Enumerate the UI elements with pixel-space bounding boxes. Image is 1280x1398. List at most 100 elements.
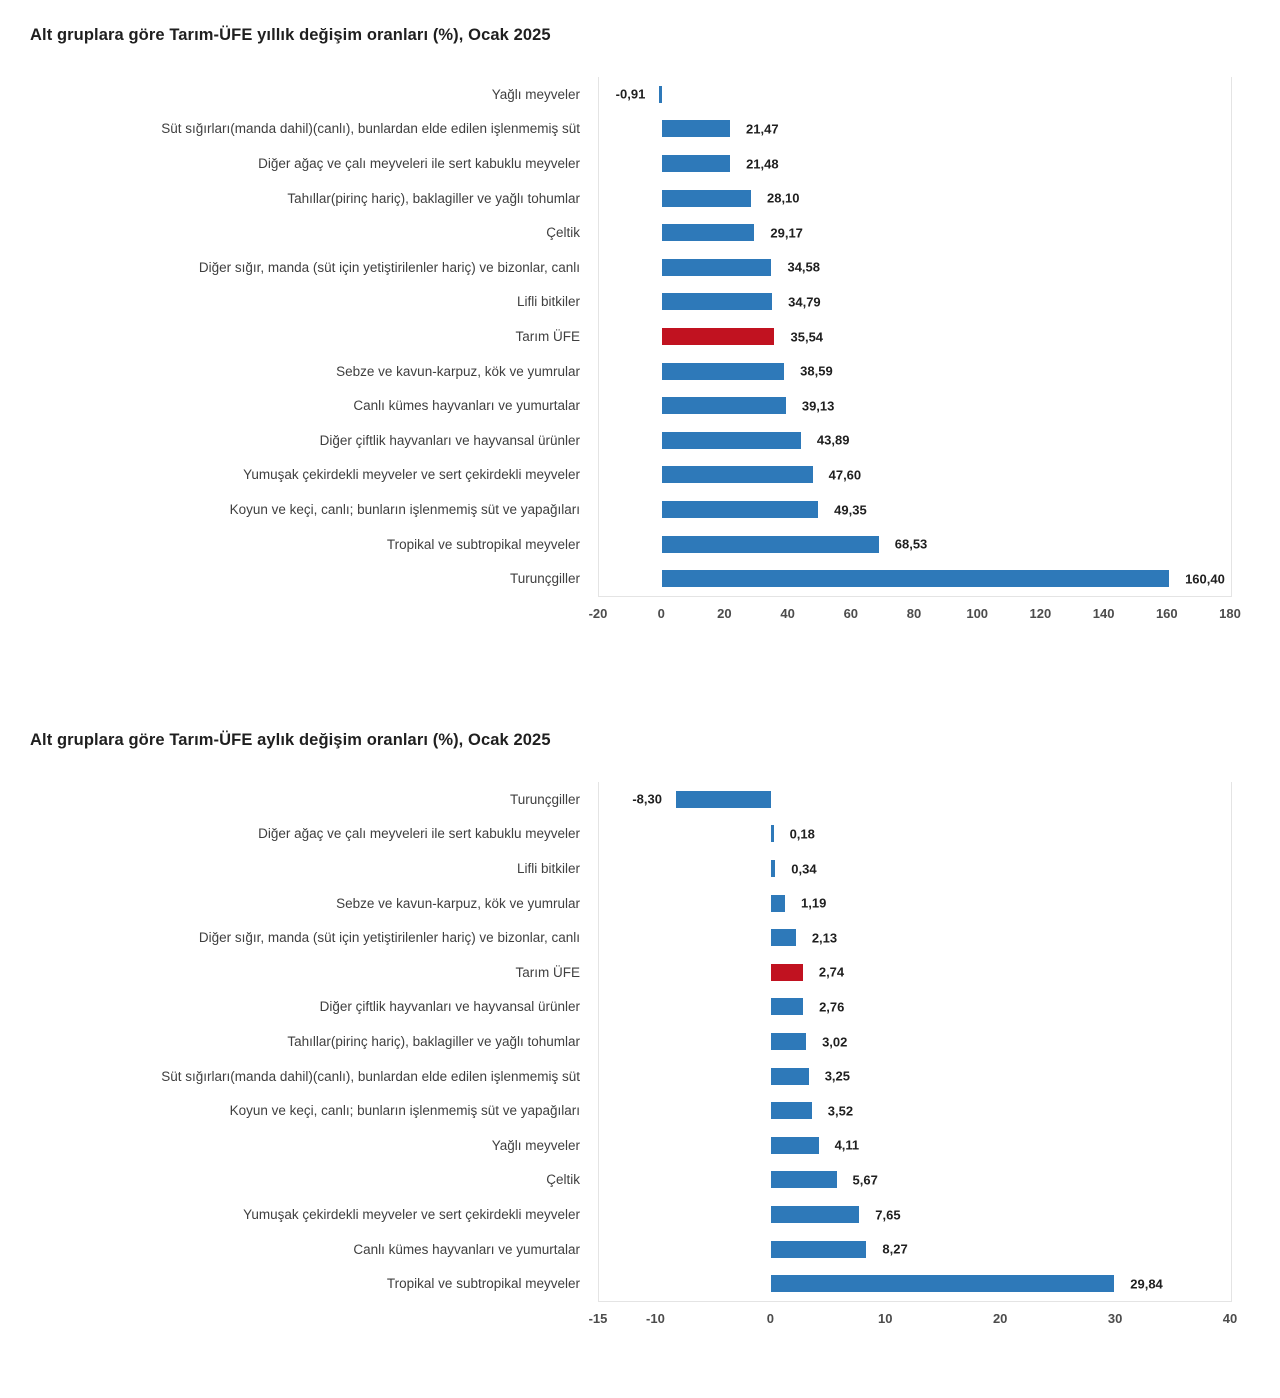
bar (662, 120, 731, 138)
bar (662, 189, 751, 207)
monthly-chart-plot-area: -8,30 0,18 0,34 1,19 2,13 2,74 2,76 3,02 3,25 3,5… (598, 782, 1232, 1302)
x-axis-tick-label: 30 (1107, 1311, 1123, 1326)
annual-chart-axis-row: -20 0 20 40 60 80 100 120 140 160 180 (30, 597, 1250, 631)
value-label: 5,67 (852, 1172, 878, 1188)
bar (771, 929, 796, 947)
bar (659, 85, 663, 103)
monthly-change-chart-section: Alt gruplara göre Tarım-ÜFE aylık değişi… (30, 731, 1250, 1336)
bar (662, 535, 879, 553)
x-axis-tick-label: 20 (992, 1311, 1008, 1326)
monthly-chart-category-labels: Turunçgiller Diğer ağaç ve çalı meyveleri… (30, 782, 598, 1302)
value-label: 38,59 (800, 363, 833, 379)
annual-chart-x-axis: -20 0 20 40 60 80 100 120 140 160 180 (589, 597, 1241, 631)
annual-chart-category-labels: Yağlı meyveler Süt sığırları(manda dahil)… (30, 77, 598, 597)
category-label: Canlı kümes hayvanları ve yumurtalar (353, 1241, 580, 1257)
monthly-chart-title: Alt gruplara göre Tarım-ÜFE aylık değişi… (30, 731, 551, 749)
x-axis-tick-label: 80 (906, 606, 922, 621)
x-axis-tick-label: -15 (588, 1311, 608, 1326)
x-axis-tick-label: 10 (878, 1311, 893, 1326)
category-label: Turunçgiller (509, 791, 580, 807)
bar (771, 860, 776, 877)
value-label: -0,91 (615, 86, 646, 102)
x-axis-tick-label: 0 (657, 606, 665, 621)
category-label: Koyun ve keçi, canlı; bunların işlenmemi… (229, 1103, 580, 1119)
category-label: Yumuşak çekirdekli meyveler ve sert çeki… (243, 467, 580, 483)
category-label: Çeltik (546, 1172, 580, 1188)
category-label: Yumuşak çekirdekli meyveler ve sert çeki… (243, 1206, 580, 1222)
annual-chart-title: Alt gruplara göre Tarım-ÜFE yıllık değiş… (30, 26, 551, 44)
value-label: 2,74 (818, 964, 845, 980)
highlight-bar (771, 963, 803, 981)
monthly-chart-body: Turunçgiller Diğer ağaç ve çalı meyveleri… (30, 782, 1250, 1302)
category-label: Tropikal ve subtropikal meyveler (386, 536, 580, 552)
value-label: 0,18 (789, 826, 815, 842)
value-label: 47,60 (828, 467, 862, 483)
bar (662, 155, 731, 172)
bar (662, 362, 785, 380)
category-label: Lifli bitkiler (516, 294, 580, 310)
bar (771, 1102, 812, 1120)
value-label: 7,65 (875, 1207, 901, 1222)
monthly-chart-axis-row: -15 -10 0 10 20 30 40 (30, 1302, 1250, 1336)
bar (662, 466, 813, 484)
annual-chart-plot-area: -0,91 21,47 21,48 28,10 29,17 34,58 34,79 35,54… (598, 77, 1232, 597)
category-label: Yağlı meyveler (491, 86, 580, 102)
x-axis-tick-label: 120 (1029, 606, 1052, 621)
category-label: Sebze ve kavun-karpuz, kök ve yumrular (336, 895, 580, 911)
category-label: Lifli bitkiler (516, 860, 580, 876)
bar (662, 397, 786, 415)
x-axis-tick-label: -10 (646, 1311, 665, 1326)
value-label: 43,89 (816, 432, 850, 448)
value-label: 21,47 (746, 121, 779, 137)
value-label: 29,84 (1130, 1276, 1163, 1292)
bar (662, 293, 773, 311)
bar (771, 1067, 809, 1085)
value-label: 3,02 (822, 1034, 848, 1049)
bar (771, 825, 774, 843)
category-label: Koyun ve keçi, canlı; bunların işlenmemi… (229, 501, 580, 517)
category-label: Tropikal ve subtropikal meyveler (386, 1276, 580, 1292)
monthly-chart-x-axis: -15 -10 0 10 20 30 40 (589, 1302, 1238, 1336)
value-label: 1,19 (801, 895, 827, 911)
value-label: 21,48 (746, 156, 779, 171)
value-label: 68,53 (894, 536, 928, 552)
bar (662, 224, 755, 242)
highlight-bar (662, 328, 775, 345)
x-axis-tick-label: 140 (1092, 606, 1115, 621)
x-axis-tick-label: 60 (843, 606, 859, 621)
category-label: Diğer çiftlik hayvanları ve hayvansal ür… (319, 432, 580, 448)
bar (771, 1206, 860, 1223)
bar (662, 258, 772, 276)
bar (662, 431, 801, 449)
x-axis-tick-label: 100 (966, 606, 989, 621)
value-label: 39,13 (801, 398, 835, 414)
value-label: 4,11 (834, 1137, 860, 1153)
category-label: Çeltik (546, 225, 580, 241)
category-label: Süt sığırları(manda dahil)(canlı), bunla… (161, 1068, 580, 1084)
category-label: Tahıllar(pirinç hariç), baklagiller ve y… (287, 1033, 580, 1049)
value-label: 34,58 (787, 259, 821, 275)
category-label: Diğer çiftlik hayvanları ve hayvansal ür… (319, 999, 580, 1015)
axis-spacer (30, 1302, 598, 1336)
bar (771, 998, 804, 1016)
category-label: Tarım ÜFE (515, 964, 580, 980)
value-label: 49,35 (834, 502, 867, 517)
category-label: Tarım ÜFE (515, 328, 580, 344)
bar (771, 1240, 867, 1258)
value-label: 2,13 (811, 930, 838, 946)
bar (771, 1171, 837, 1189)
bar (771, 1275, 1115, 1293)
value-label: 3,25 (824, 1068, 851, 1084)
value-label: 34,79 (788, 294, 821, 310)
category-label: Diğer sığır, manda (süt için yetiştirile… (198, 259, 580, 275)
x-axis-tick-label: 180 (1219, 606, 1241, 621)
category-label: Turunçgiller (509, 571, 580, 587)
bar (771, 894, 786, 912)
category-label: Tahıllar(pirinç hariç), baklagiller ve y… (287, 190, 580, 206)
category-label: Sebze ve kavun-karpuz, kök ve yumrular (336, 363, 580, 379)
value-label: 29,17 (770, 225, 803, 241)
x-axis-tick-label: 20 (717, 606, 732, 621)
page: Alt gruplara göre Tarım-ÜFE yıllık değiş… (30, 26, 1250, 1336)
x-axis-tick-label: 40 (780, 606, 795, 621)
category-label: Süt sığırları(manda dahil)(canlı), bunla… (161, 121, 580, 137)
